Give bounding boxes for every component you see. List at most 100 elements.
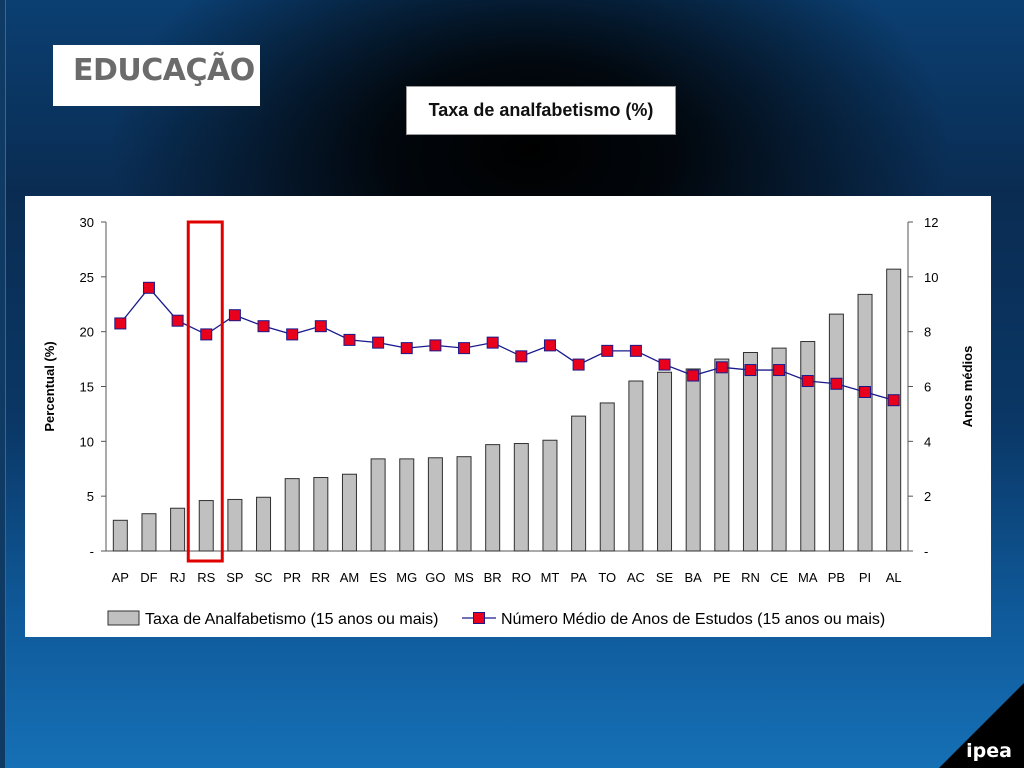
x-tick-label: SC <box>255 570 273 585</box>
line-point-pa <box>572 358 585 371</box>
line-point-ap <box>114 317 127 330</box>
left-tick-label: 20 <box>80 325 94 340</box>
chart-svg: - 5 10 15 20 25 30 - 2 4 6 8 10 12 Percentual (%) Anos … <box>42 215 975 628</box>
line-point-ms <box>458 342 471 355</box>
line-point-rn <box>744 364 757 377</box>
chart-panel: - 5 10 15 20 25 30 - 2 4 6 8 10 12 Percentual (%) Anos … <box>25 196 991 637</box>
slide-frame-edge <box>0 0 6 768</box>
left-tick-label: 10 <box>80 434 94 449</box>
left-tick-label: 15 <box>80 380 94 395</box>
line-point-br <box>486 336 499 349</box>
bar-rs <box>198 500 214 552</box>
bar-pi <box>857 293 873 552</box>
highlight-box-rs <box>186 220 224 563</box>
bar-df <box>141 513 157 552</box>
line-point-ma <box>801 375 814 388</box>
left-tick-label: 5 <box>87 489 94 504</box>
section-logo-text: EDUCAÇÃO <box>73 53 255 88</box>
line-point-ro <box>515 350 528 363</box>
right-tick-label: 8 <box>924 325 931 340</box>
bar-ms <box>456 456 472 552</box>
x-tick-label: AC <box>627 570 645 585</box>
bar-ba <box>685 368 701 552</box>
right-tick-label: 2 <box>924 489 931 504</box>
line-point-go <box>429 339 442 352</box>
x-tick-label: MA <box>798 570 818 585</box>
bar-ac <box>628 380 644 552</box>
line-point-sc <box>257 320 270 333</box>
bar-mg <box>399 458 415 552</box>
bar-ce <box>771 347 787 552</box>
x-tick-label: CE <box>770 570 788 585</box>
x-tick-label: MG <box>396 570 417 585</box>
x-tick-label: BR <box>484 570 502 585</box>
bar-ap <box>112 519 128 552</box>
line-point-pr <box>286 328 299 341</box>
x-tick-label: MS <box>454 570 474 585</box>
bar-pa <box>571 415 587 552</box>
bar-al <box>886 268 902 552</box>
x-tick-label: SE <box>656 570 674 585</box>
bar-rj <box>170 507 186 552</box>
right-tick-label: 12 <box>924 215 938 230</box>
bar-sp <box>227 498 243 552</box>
x-tick-label: TO <box>598 570 616 585</box>
bar-pr <box>284 478 300 552</box>
bar-ma <box>800 341 816 552</box>
x-tick-label: PA <box>570 570 587 585</box>
x-tick-label: PI <box>859 570 871 585</box>
bar-pe <box>714 358 730 552</box>
right-axis-title: Anos médios <box>960 346 975 428</box>
right-tick-label: - <box>924 544 928 559</box>
bar-br <box>485 444 501 552</box>
x-tick-label: RS <box>197 570 215 585</box>
line-point-rj <box>171 314 184 327</box>
left-tick-label: - <box>90 544 94 559</box>
line-point-rs <box>200 328 213 341</box>
line-point-se <box>658 358 671 371</box>
bar-am <box>341 473 357 552</box>
bar-mt <box>542 439 558 552</box>
left-tick-label: 25 <box>80 270 94 285</box>
left-axis-title: Percentual (%) <box>42 341 57 431</box>
x-tick-label: AM <box>340 570 360 585</box>
x-tick-label: PE <box>713 570 731 585</box>
x-tick-label: RR <box>311 570 330 585</box>
x-tick-label: BA <box>685 570 703 585</box>
right-tick-label: 6 <box>924 380 931 395</box>
legend-line-marker <box>473 612 485 624</box>
chart-title-box: Taxa de analfabetismo (%) <box>406 86 676 135</box>
chart-title: Taxa de analfabetismo (%) <box>428 100 654 120</box>
bar-ro <box>513 443 529 552</box>
bar-es <box>370 458 386 552</box>
line-point-mt <box>543 339 556 352</box>
line-point-es <box>372 336 385 349</box>
right-tick-label: 4 <box>924 434 931 449</box>
x-tick-label: AP <box>112 570 129 585</box>
legend-bar-label: Taxa de Analfabetismo (15 anos ou mais) <box>145 611 439 628</box>
line-point-sp <box>228 309 241 322</box>
x-tick-label: GO <box>425 570 445 585</box>
line-series-path <box>119 286 894 401</box>
right-tick-label: 10 <box>924 270 938 285</box>
x-tick-label: PB <box>828 570 845 585</box>
bar-se <box>657 371 673 552</box>
line-point-mg <box>400 342 413 355</box>
x-tick-label: RJ <box>170 570 186 585</box>
line-point-pi <box>859 385 872 398</box>
line-point-pb <box>830 377 843 390</box>
bar-pb <box>828 313 844 552</box>
bar-rr <box>313 477 329 552</box>
section-logo-box: EDUCAÇÃO <box>53 45 260 106</box>
x-tick-label: RO <box>512 570 532 585</box>
line-point-ce <box>773 364 786 377</box>
legend-bar-swatch <box>107 610 140 626</box>
line-point-pe <box>715 361 728 374</box>
line-point-ba <box>687 369 700 382</box>
x-tick-label: ES <box>369 570 387 585</box>
x-tick-label: RN <box>741 570 760 585</box>
x-tick-label: SP <box>226 570 243 585</box>
line-point-rr <box>314 320 327 333</box>
bar-go <box>427 457 443 552</box>
bar-to <box>599 402 615 552</box>
